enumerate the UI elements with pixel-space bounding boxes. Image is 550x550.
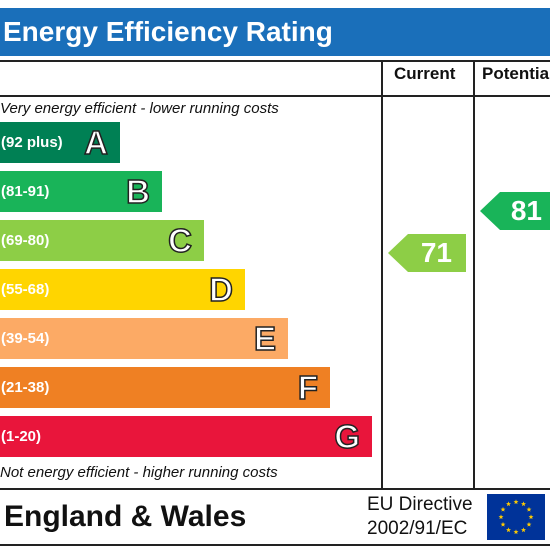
eu-directive-number: 2002/91/EC	[367, 518, 468, 539]
band-g: (1-20) G	[0, 416, 372, 457]
eu-star-icon	[500, 506, 506, 512]
eu-flag-stars	[498, 499, 534, 535]
band-letter: D	[208, 271, 233, 308]
eu-star-icon	[506, 501, 511, 507]
eu-star-icon	[521, 527, 526, 533]
band-range-label: (69-80)	[1, 232, 50, 249]
eu-star-icon	[506, 527, 511, 533]
current-rating-value: 71	[420, 237, 452, 268]
potential-column-header: Potential	[482, 64, 550, 83]
band-range-label: (55-68)	[1, 281, 50, 298]
eu-star-icon	[528, 514, 534, 520]
band-b: (81-91) B	[0, 171, 162, 212]
band-a: (92 plus) A	[0, 122, 120, 163]
band-range-label: (92 plus)	[1, 134, 63, 151]
current-column-header: Current	[394, 64, 456, 83]
band-letter: A	[83, 124, 108, 161]
band-range-label: (81-91)	[1, 183, 50, 200]
band-letter: F	[297, 369, 319, 406]
rating-frame	[0, 60, 550, 546]
header-row-divider	[0, 95, 550, 97]
chart-title: Energy Efficiency Rating	[0, 8, 550, 56]
potential-rating-arrow: 81	[480, 192, 550, 230]
band-letter: B	[125, 173, 150, 210]
eu-star-icon	[526, 506, 532, 512]
band-d: (55-68) D	[0, 269, 245, 310]
band-c: (69-80) C	[0, 220, 204, 261]
column-divider-current	[381, 60, 383, 490]
band-range-label: (21-38)	[1, 379, 50, 396]
region-label: England & Wales	[4, 500, 247, 533]
eu-directive-label: EU Directive	[367, 494, 473, 515]
footer-divider	[0, 488, 550, 490]
band-f: (21-38) F	[0, 367, 330, 408]
eu-star-icon	[513, 529, 519, 535]
band-letter: G	[334, 418, 361, 455]
eu-star-icon	[500, 521, 506, 527]
column-divider-potential	[473, 60, 475, 490]
eu-flag-icon	[487, 494, 545, 540]
eu-star-icon	[513, 499, 519, 505]
top-note: Very energy efficient - lower running co…	[0, 100, 279, 117]
eu-star-icon	[521, 501, 526, 507]
eu-star-icon	[498, 514, 504, 520]
eu-star-icon	[526, 521, 532, 527]
bottom-note: Not energy efficient - higher running co…	[0, 464, 278, 481]
band-range-label: (39-54)	[1, 330, 50, 347]
band-range-label: (1-20)	[1, 428, 42, 445]
band-e: (39-54) E	[0, 318, 288, 359]
band-letter: C	[167, 222, 192, 259]
band-letter: E	[253, 320, 277, 357]
potential-rating-value: 81	[510, 195, 542, 226]
